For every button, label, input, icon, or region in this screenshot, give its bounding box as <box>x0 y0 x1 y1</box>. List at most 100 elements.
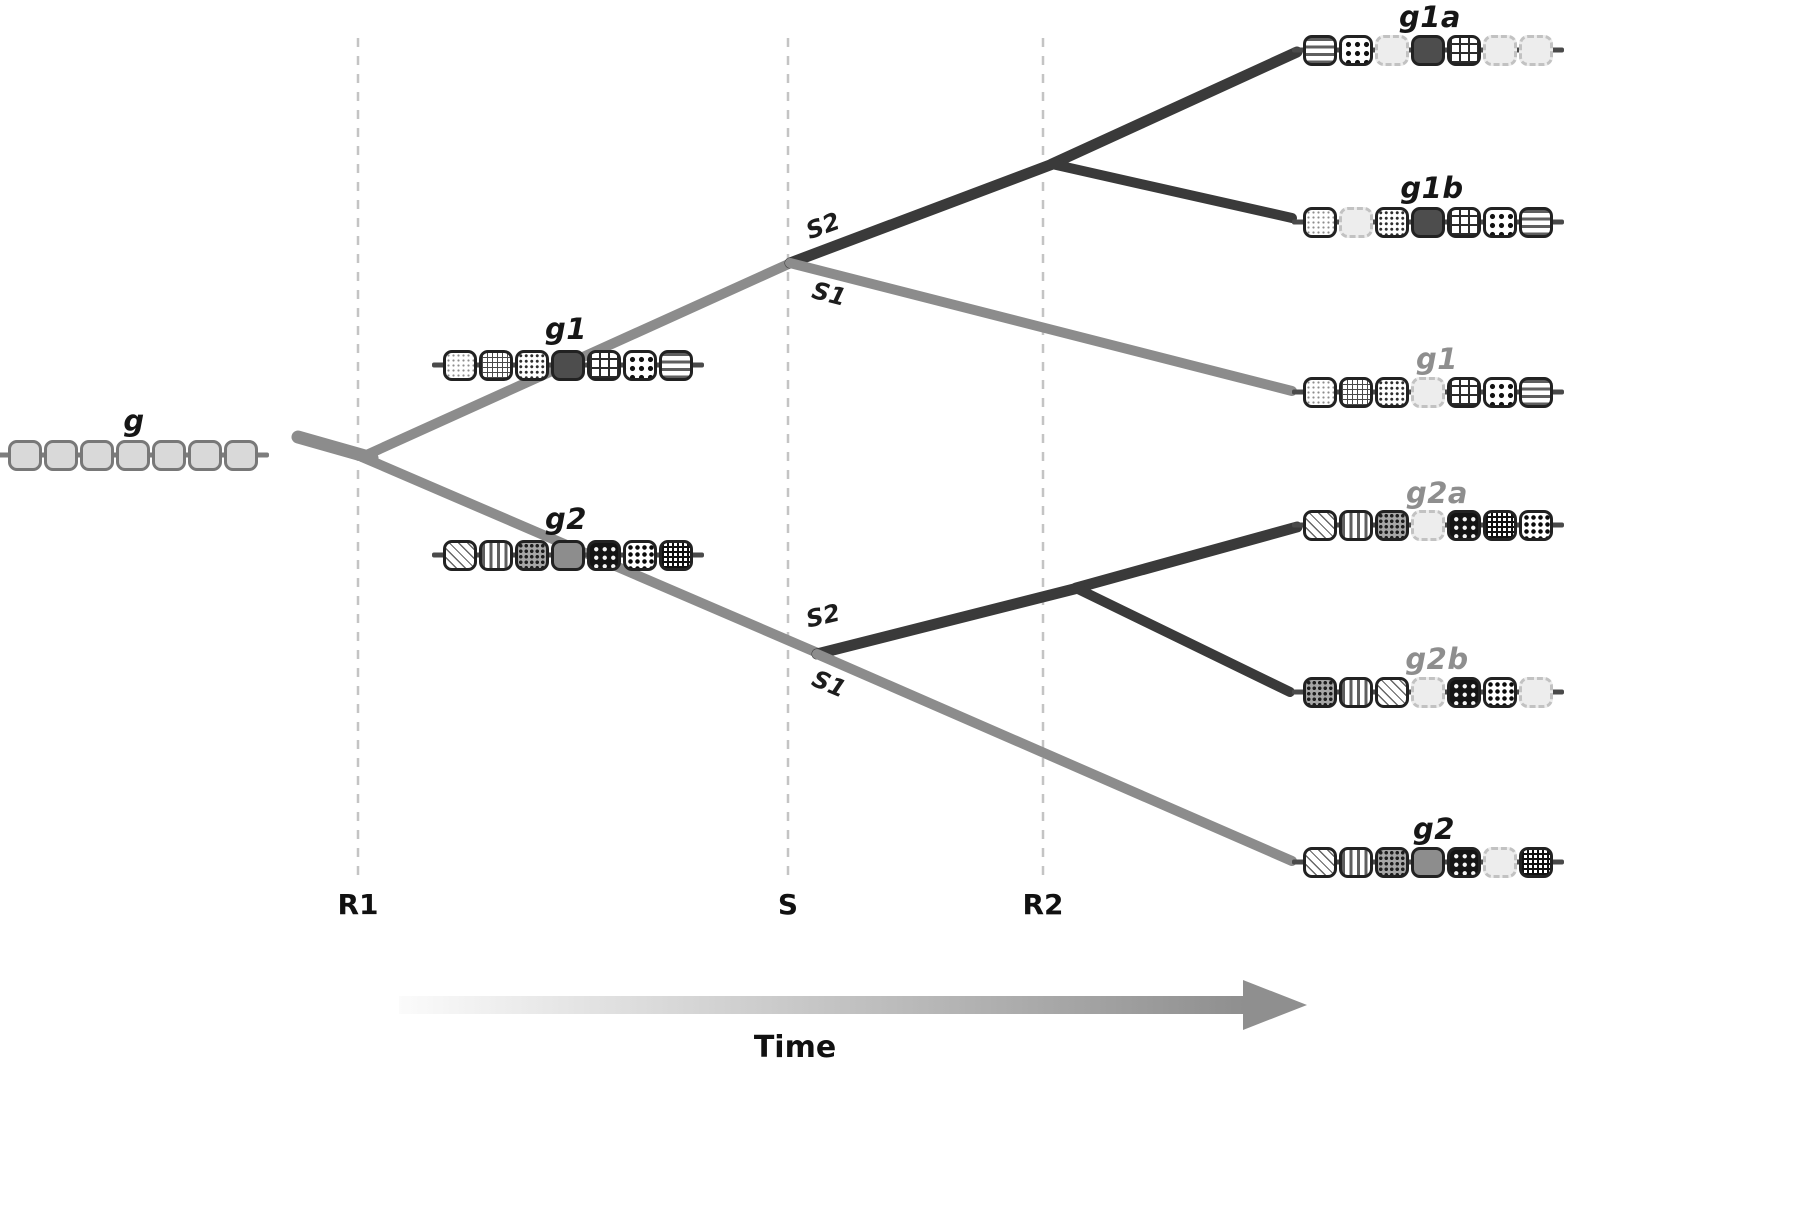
exon-stars <box>1447 846 1481 878</box>
exon-hstripes <box>659 349 693 381</box>
exon-plain <box>80 439 114 471</box>
branch-to-g2b <box>1071 583 1295 697</box>
exon-faded <box>1519 34 1553 66</box>
branch-s2-lower <box>811 581 1088 660</box>
label-gene-g2b: g2b <box>1405 642 1469 676</box>
branch-s1-lower-to-g2 <box>812 649 1297 866</box>
exon-solidgray <box>1411 846 1445 878</box>
exon-plain <box>44 439 78 471</box>
exon-stars <box>1447 509 1481 541</box>
exon-grid <box>1447 376 1481 408</box>
label-event-r2: R2 <box>1022 888 1064 921</box>
exon-vstripes <box>1339 846 1373 878</box>
exon-darkgrid <box>659 539 693 571</box>
exon-polka <box>1483 206 1517 238</box>
exon-darkdots <box>1303 676 1337 708</box>
exon-soliddark <box>551 349 585 381</box>
exon-darkdots <box>1375 846 1409 878</box>
exon-hstripes <box>1519 376 1553 408</box>
exon-soliddark <box>1411 34 1445 66</box>
exon-polka-dark <box>623 539 657 571</box>
exon-diag <box>1303 509 1337 541</box>
exon-polka-dark <box>1483 676 1517 708</box>
label-gene-g2a: g2a <box>1405 476 1469 510</box>
gene-structure-g2-mid <box>432 539 704 571</box>
exon-faded <box>1411 376 1445 408</box>
exon-grid <box>1447 34 1481 66</box>
exon-plain <box>188 439 222 471</box>
exon-hstripes <box>1303 34 1337 66</box>
exon-soliddark <box>1411 206 1445 238</box>
exon-vstripes <box>1339 509 1373 541</box>
exon-polka <box>1483 376 1517 408</box>
exon-darkgrid <box>1483 509 1517 541</box>
exon-stipple <box>443 349 477 381</box>
exon-row <box>1303 509 1553 541</box>
exon-faded <box>1483 34 1517 66</box>
exon-plain <box>152 439 186 471</box>
exon-faded <box>1483 846 1517 878</box>
gene-structure-g2b <box>1292 676 1564 708</box>
branch-to-g1b <box>1047 159 1297 223</box>
exon-stipple <box>1303 206 1337 238</box>
exon-hstripes <box>1519 206 1553 238</box>
exon-diag <box>443 539 477 571</box>
time-arrow-shaft <box>399 996 1244 1014</box>
exon-row <box>8 439 258 471</box>
exon-solidgray <box>551 539 585 571</box>
label-gene-g1b: g1b <box>1400 171 1464 205</box>
label-event-s: S <box>777 888 799 921</box>
gene-structure-g1a <box>1292 34 1564 66</box>
label-gene-g1-mid: g1 <box>545 312 587 346</box>
exon-faded <box>1519 676 1553 708</box>
exon-polka-dark <box>1519 509 1553 541</box>
exon-stars <box>1447 676 1481 708</box>
gene-structure-g1-right <box>1292 376 1564 408</box>
exon-row <box>443 349 693 381</box>
label-event-r1: R1 <box>337 888 379 921</box>
exon-grid <box>587 349 621 381</box>
label-gene-g: g <box>123 404 145 438</box>
gene-structure-g <box>0 439 269 471</box>
exon-stipple <box>1303 376 1337 408</box>
exon-faded <box>1375 34 1409 66</box>
exon-dots <box>1375 206 1409 238</box>
exon-plain <box>116 439 150 471</box>
exon-darkdots <box>1375 509 1409 541</box>
exon-faded <box>1339 206 1373 238</box>
branch-s1-upper-to-g1 <box>785 258 1297 396</box>
gene-structure-g2a <box>1292 509 1564 541</box>
exon-row <box>1303 206 1553 238</box>
exon-vstripes <box>1339 676 1373 708</box>
label-time-axis: Time <box>753 1030 837 1065</box>
exon-diag <box>1375 676 1409 708</box>
label-gene-g1-right: g1 <box>1416 342 1458 376</box>
exon-darkgrid <box>1519 846 1553 878</box>
label-gene-g2-right: g2 <box>1413 812 1455 846</box>
exon-dots <box>1375 376 1409 408</box>
exon-row <box>1303 34 1553 66</box>
exon-dots <box>515 349 549 381</box>
exon-crosshatch <box>479 349 513 381</box>
exon-polka <box>1339 34 1373 66</box>
exon-faded <box>1411 509 1445 541</box>
exon-row <box>1303 846 1553 878</box>
label-gene-g2-mid: g2 <box>545 502 587 536</box>
exon-row <box>1303 376 1553 408</box>
exon-polka <box>623 349 657 381</box>
exon-darkdots <box>515 539 549 571</box>
exon-vstripes <box>479 539 513 571</box>
gene-structure-g1b <box>1292 206 1564 238</box>
exon-stars <box>587 539 621 571</box>
exon-plain <box>8 439 42 471</box>
exon-diag <box>1303 846 1337 878</box>
branch-to-g2a <box>1070 521 1303 594</box>
branch-to-g1a <box>1046 46 1303 170</box>
exon-crosshatch <box>1339 376 1373 408</box>
exon-grid <box>1447 206 1481 238</box>
branch-s2-upper <box>784 156 1064 269</box>
gene-structure-g1-mid <box>432 349 704 381</box>
gene-structure-g2-right <box>1292 846 1564 878</box>
